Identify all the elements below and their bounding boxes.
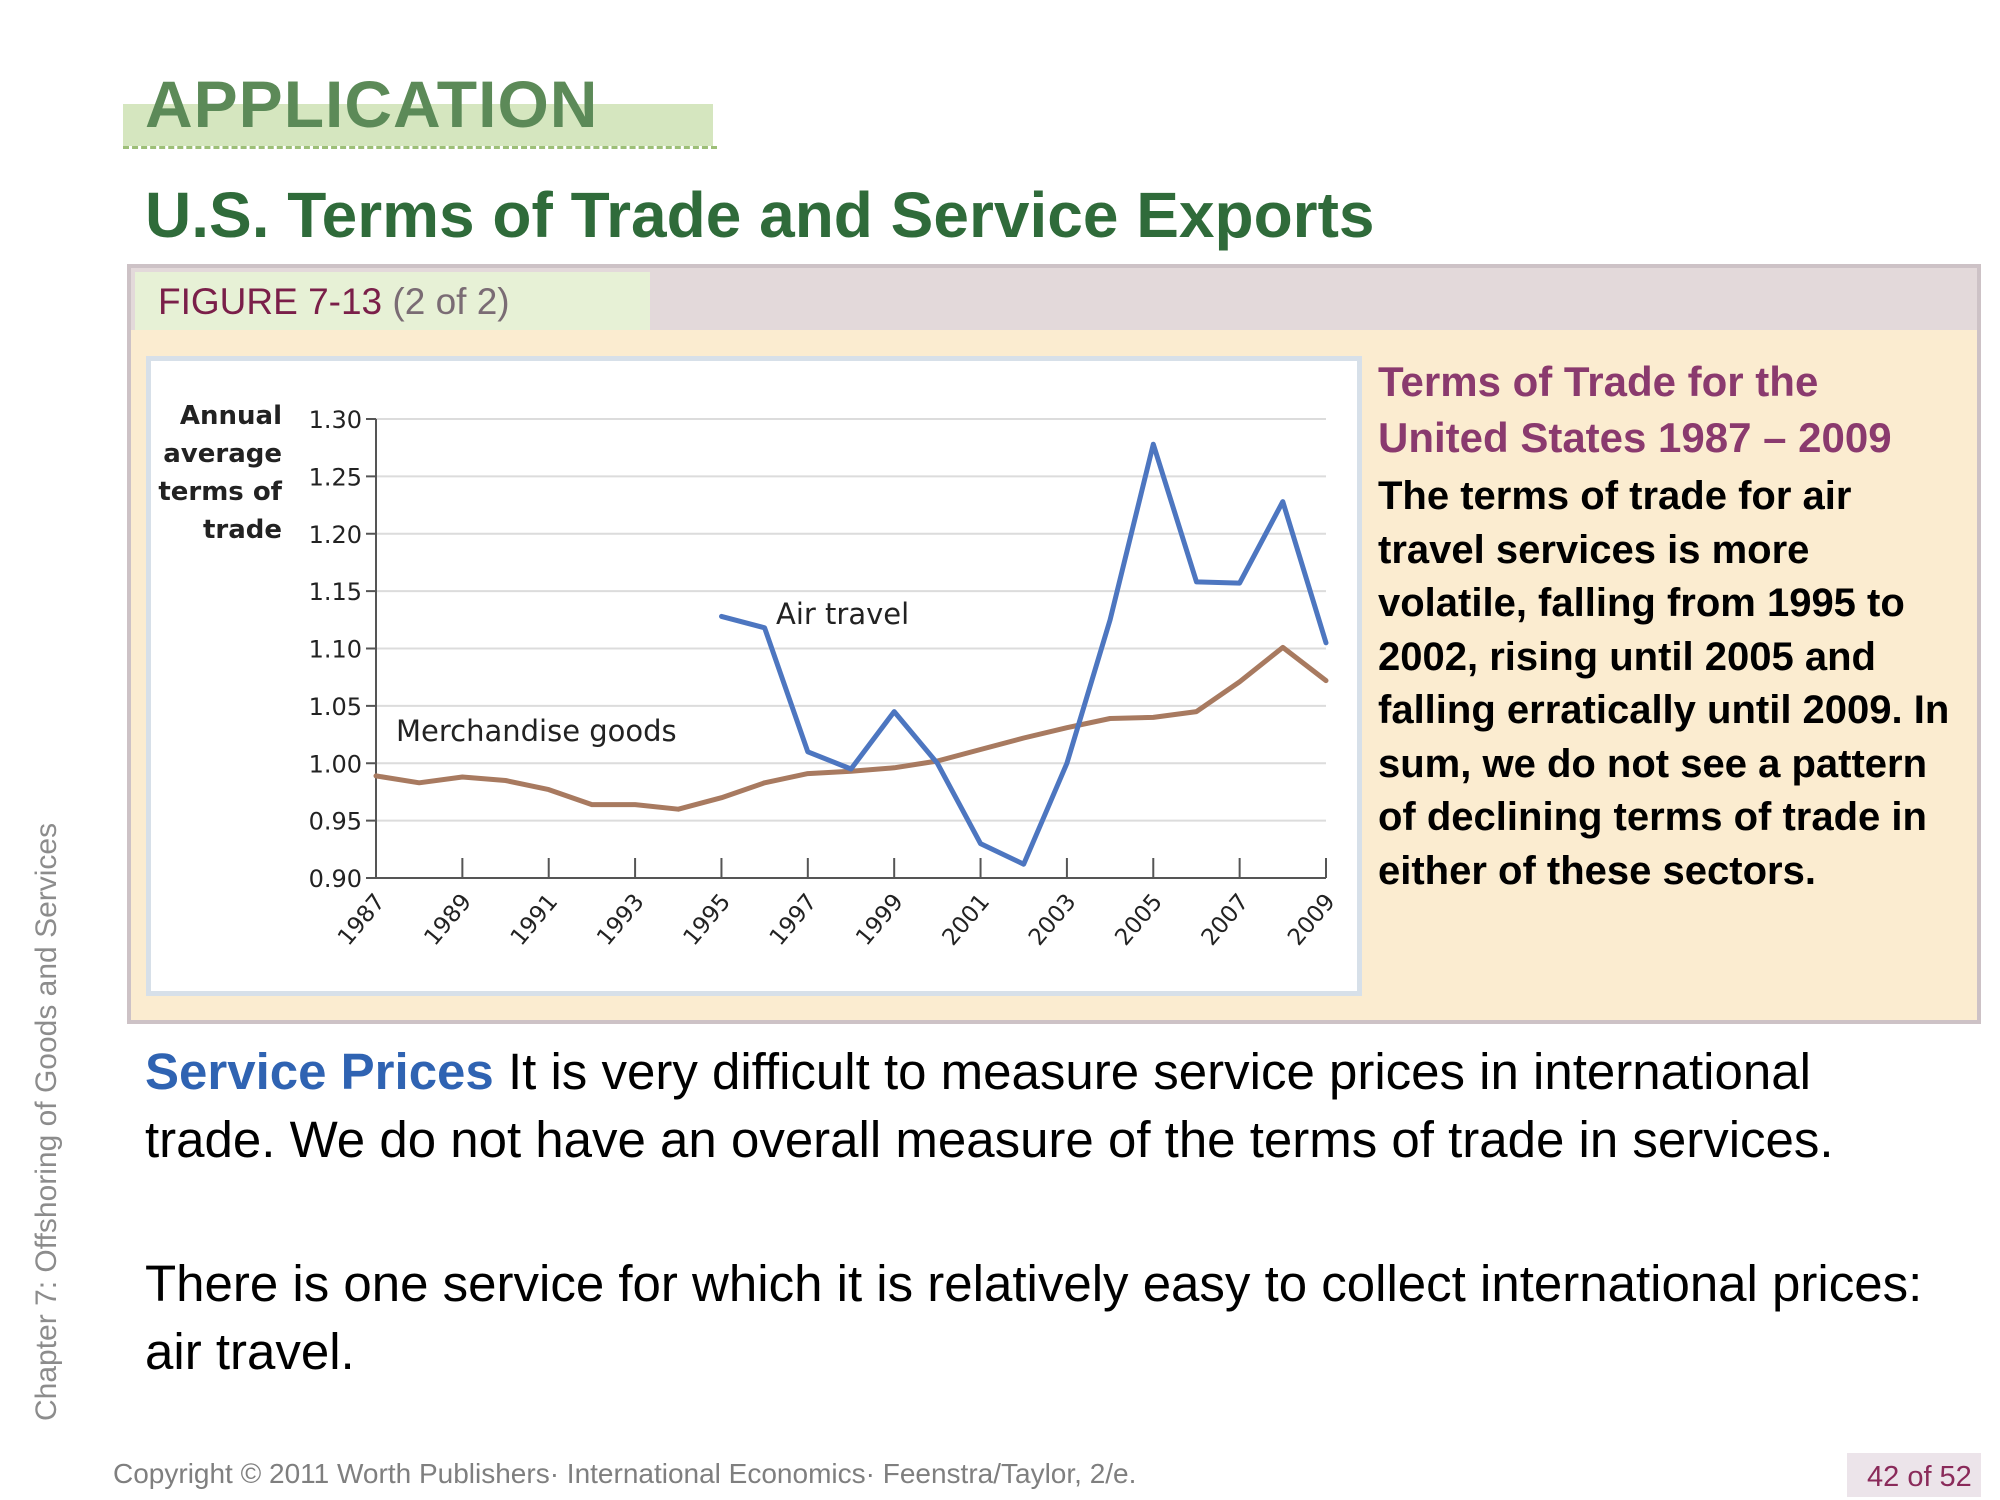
y-tick-label: 0.95 bbox=[309, 808, 362, 836]
application-underline bbox=[123, 146, 717, 149]
y-axis-label-line: Annual bbox=[180, 401, 282, 431]
y-tick-label: 1.15 bbox=[309, 578, 362, 606]
x-tick-label: 2009 bbox=[1283, 889, 1341, 951]
body-text-1: It is very difficult to measure service … bbox=[145, 1043, 1834, 1168]
x-tick-label: 1989 bbox=[419, 889, 477, 951]
body-paragraph-1: Service Prices It is very difficult to m… bbox=[145, 1038, 1925, 1174]
chart-labels: Annual average terms of trade Merchandise go… bbox=[158, 401, 909, 748]
x-tick-label: 1999 bbox=[851, 889, 909, 951]
y-axis-label-line: trade bbox=[203, 515, 282, 545]
y-tick-label: 1.20 bbox=[309, 521, 362, 549]
y-axis-label-line: average bbox=[163, 439, 282, 469]
slide-title: U.S. Terms of Trade and Service Exports bbox=[145, 179, 1375, 251]
copyright-notice: Copyright © 2011 Worth Publishers· Inter… bbox=[113, 1458, 1137, 1489]
y-tick-label: 1.25 bbox=[309, 463, 362, 491]
series-lines bbox=[373, 441, 1329, 867]
x-tick-label: 1991 bbox=[506, 889, 564, 951]
page-number-box bbox=[1847, 1453, 1981, 1497]
series-line-air-travel bbox=[719, 441, 1329, 867]
y-tick-label: 1.00 bbox=[309, 750, 362, 778]
x-tick-label: 2001 bbox=[938, 889, 996, 951]
figure-word: FIGURE bbox=[158, 281, 298, 322]
terms-of-trade-chart: 0.90 0.95 1.00 1.05 1.10 1.15 1.20 1.25 1.30 1987… bbox=[158, 401, 1341, 951]
x-tick-label: 1995 bbox=[679, 889, 737, 951]
chapter-label: Chapter 7: Offshoring of Goods and Servi… bbox=[30, 822, 63, 1421]
y-tick-label: 1.30 bbox=[309, 406, 362, 434]
x-tick-label: 1993 bbox=[592, 889, 650, 951]
y-tick-label: 1.05 bbox=[309, 693, 362, 721]
page-number: 42 of 52 bbox=[1867, 1461, 1972, 1493]
body-lead: Service Prices bbox=[145, 1043, 494, 1100]
side-panel-title: Terms of Trade for the United States 198… bbox=[1378, 358, 1892, 461]
figure-part: (2 of 2) bbox=[392, 281, 510, 322]
figure-number: 7-13 bbox=[308, 281, 383, 322]
application-label: APPLICATION bbox=[145, 67, 599, 141]
tick-labels: 0.90 0.95 1.00 1.05 1.10 1.15 1.20 1.25 1.30 1987… bbox=[309, 406, 1341, 951]
x-tick-label: 2005 bbox=[1110, 889, 1168, 951]
x-tick-label: 1987 bbox=[333, 889, 391, 951]
figure-label: FIGURE 7-13 (2 of 2) bbox=[158, 281, 510, 323]
x-tick-label: 2003 bbox=[1024, 889, 1082, 951]
application-highlight bbox=[123, 104, 713, 146]
grid-lines bbox=[376, 418, 1326, 822]
figure-tab bbox=[135, 272, 650, 330]
side-panel-body: The terms of trade for air travel servic… bbox=[1378, 474, 1950, 893]
axes bbox=[366, 418, 1327, 879]
y-axis-label-line: terms of bbox=[158, 477, 282, 507]
y-tick-label: 0.90 bbox=[309, 865, 362, 893]
x-tick-label: 2007 bbox=[1197, 889, 1255, 951]
x-tick-label: 1997 bbox=[765, 889, 823, 951]
series-label-air-travel: Air travel bbox=[776, 597, 909, 631]
y-tick-label: 1.10 bbox=[309, 636, 362, 664]
series-label-merchandise-goods: Merchandise goods bbox=[396, 714, 677, 748]
body-paragraph-2: There is one service for which it is rel… bbox=[145, 1255, 1923, 1380]
